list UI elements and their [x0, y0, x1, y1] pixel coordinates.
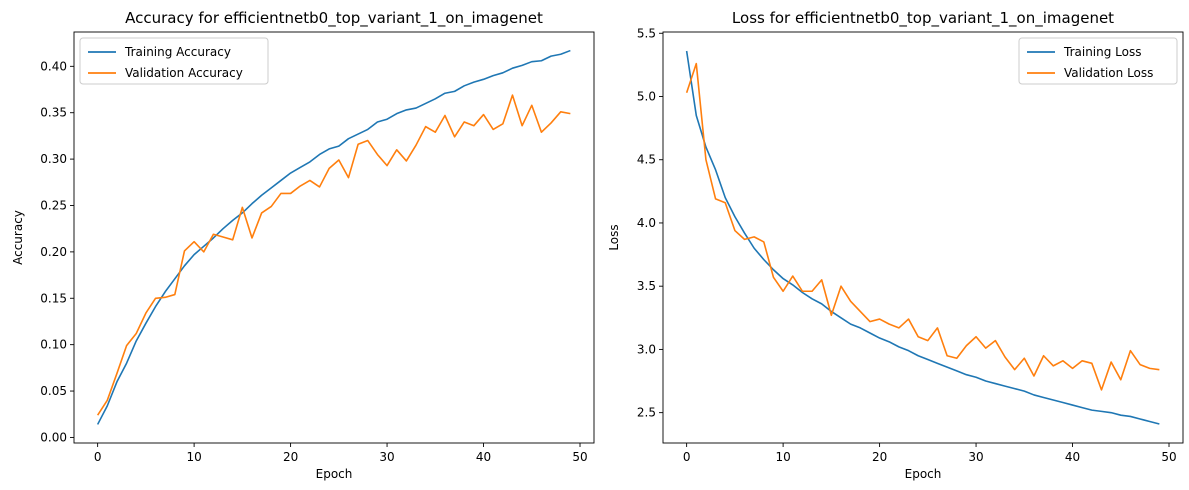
loss-legend-box: [1018, 37, 1178, 85]
accuracy-y-tick-label: 0.10: [40, 338, 67, 352]
loss-ticks: 0 10 20 30 40 50 2.5 3.0 3.5 4.0 4.5 5.0 5.5: [637, 26, 1177, 464]
loss-y-tick-label: 5.0: [637, 89, 656, 103]
accuracy-chart: Accuracy for efficientnetb0_top_variant_…: [11, 9, 595, 481]
accuracy-plot-frame: [73, 31, 595, 444]
loss-x-tick-label: 40: [1065, 450, 1080, 464]
accuracy-legend-box: [79, 37, 269, 85]
accuracy-ticks: 0 10 20 30 40 50 0.00 0.05 0.10 0.15 0.20 0.25 0.30 0…: [40, 59, 587, 464]
loss-x-tick-label: 10: [775, 450, 790, 464]
loss-x-tick-label: 20: [872, 450, 887, 464]
loss-legend-label-2: Validation Loss: [1064, 66, 1153, 80]
accuracy-y-tick-label: 0.35: [40, 106, 67, 120]
loss-y-tick-label: 5.5: [637, 26, 656, 40]
accuracy-y-tick-label: 0.20: [40, 245, 67, 259]
accuracy-legend-label-1: Training Accuracy: [124, 45, 231, 59]
accuracy-y-tick-label: 0.30: [40, 152, 67, 166]
accuracy-legend: Training Accuracy Validation Accuracy: [79, 37, 269, 85]
loss-y-axis-label: Loss: [607, 224, 621, 250]
accuracy-x-tick-label: 10: [186, 450, 201, 464]
accuracy-x-tick-label: 20: [283, 450, 298, 464]
loss-legend-label-1: Training Loss: [1063, 45, 1141, 59]
accuracy-chart-title: Accuracy for efficientnetb0_top_variant_…: [125, 9, 543, 28]
accuracy-series-line-2: [96, 94, 571, 416]
accuracy-y-tick-label: 0.15: [40, 291, 67, 305]
accuracy-y-tick-label: 0.00: [40, 430, 67, 444]
loss-chart: Loss for efficientnetb0_top_variant_1_on…: [607, 9, 1184, 481]
loss-y-tick-label: 3.0: [637, 342, 656, 356]
accuracy-y-tick-label: 0.05: [40, 384, 67, 398]
accuracy-x-tick-label: 0: [94, 450, 102, 464]
accuracy-series: [96, 49, 571, 425]
accuracy-x-tick-label: 50: [572, 450, 587, 464]
loss-x-tick-label: 50: [1161, 450, 1176, 464]
loss-x-axis-label: Epoch: [905, 467, 942, 481]
accuracy-x-axis-label: Epoch: [316, 467, 353, 481]
accuracy-x-tick-label: 30: [379, 450, 394, 464]
loss-plot-frame: [662, 31, 1184, 444]
loss-y-tick-label: 4.0: [637, 216, 656, 230]
loss-series-line-2: [685, 62, 1160, 391]
accuracy-y-axis-label: Accuracy: [11, 210, 25, 265]
accuracy-legend-label-2: Validation Accuracy: [125, 66, 243, 80]
loss-y-tick-label: 2.5: [637, 406, 656, 420]
loss-series: [685, 50, 1160, 425]
loss-legend: Training Loss Validation Loss: [1018, 37, 1178, 85]
accuracy-series-line-1: [96, 49, 571, 425]
loss-y-tick-label: 3.5: [637, 279, 656, 293]
loss-chart-title: Loss for efficientnetb0_top_variant_1_on…: [732, 9, 1114, 28]
accuracy-y-tick-label: 0.25: [40, 198, 67, 212]
loss-x-tick-label: 0: [683, 450, 691, 464]
loss-x-tick-label: 30: [968, 450, 983, 464]
accuracy-y-tick-label: 0.40: [40, 59, 67, 73]
loss-series-line-1: [685, 50, 1160, 425]
accuracy-x-tick-label: 40: [476, 450, 491, 464]
loss-y-tick-label: 4.5: [637, 153, 656, 167]
